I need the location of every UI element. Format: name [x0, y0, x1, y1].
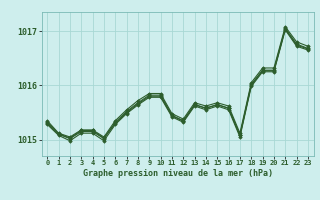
X-axis label: Graphe pression niveau de la mer (hPa): Graphe pression niveau de la mer (hPa) [83, 169, 273, 178]
